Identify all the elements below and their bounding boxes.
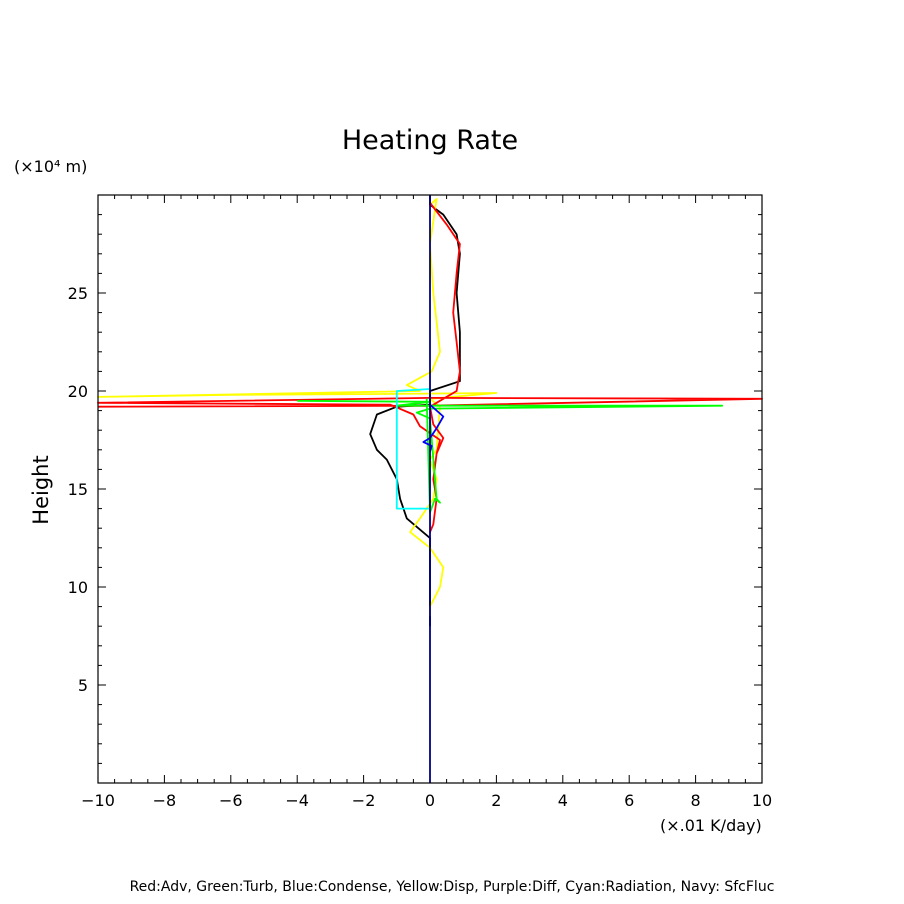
axis-tick-labels: −10 −8 −6 −4 −2 0 2 4 6 8 10 5 10 15 20 25: [68, 284, 773, 810]
y-tick-label: 20: [68, 382, 88, 401]
x-tick-label: −10: [81, 791, 115, 810]
y-unit-label: (×10⁴ m): [14, 157, 87, 176]
x-tick-label: −4: [285, 791, 309, 810]
series-line-total: [369, 195, 461, 627]
y-tick-label: 15: [68, 480, 88, 499]
x-tick-label: −6: [219, 791, 243, 810]
x-tick-label: −2: [352, 791, 376, 810]
x-tick-label: 4: [558, 791, 568, 810]
y-tick-label: 5: [78, 676, 88, 695]
legend-text: Red:Adv, Green:Turb, Blue:Condense, Yell…: [130, 879, 775, 895]
plot-frame: [97, 194, 763, 784]
series-line-turb: [297, 398, 724, 514]
x-tick-label: 0: [425, 791, 435, 810]
x-tick-label: −8: [153, 791, 177, 810]
x-tick-label: 8: [691, 791, 701, 810]
chart-title: Heating Rate: [342, 125, 518, 156]
x-tick-label: 10: [752, 791, 772, 810]
x-tick-label: 6: [624, 791, 634, 810]
series-line-radiation: [395, 388, 431, 510]
y-tick-label: 25: [68, 284, 88, 303]
y-axis-label: Height: [29, 455, 53, 524]
x-tick-label: 2: [491, 791, 501, 810]
x-unit-label: (×.01 K/day): [660, 816, 762, 835]
series-line-adv: [97, 202, 763, 533]
series-layer: [97, 195, 763, 783]
y-tick-label: 10: [68, 578, 88, 597]
